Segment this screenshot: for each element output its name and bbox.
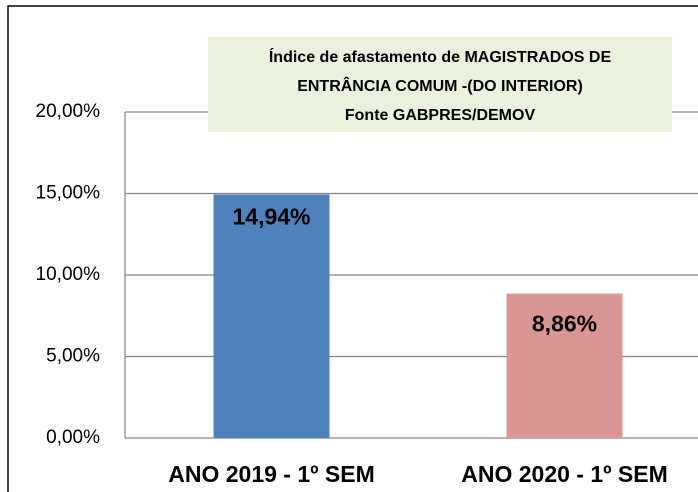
x-tick-label: ANO 2020 - 1º SEM <box>461 461 668 487</box>
chart-title: ENTRÂNCIA COMUM -(DO INTERIOR) <box>297 76 583 95</box>
title-box <box>208 37 672 132</box>
bar <box>506 293 623 438</box>
chart-title: Fonte GABPRES/DEMOV <box>345 107 536 124</box>
y-tick-label: 20,00% <box>36 101 101 122</box>
bar <box>213 194 330 438</box>
y-tick-label: 0,00% <box>46 427 100 448</box>
y-tick-label: 5,00% <box>46 346 100 367</box>
chart-title: Índice de afastamento de MAGISTRADOS DE <box>269 47 612 66</box>
y-tick-label: 10,00% <box>36 264 101 285</box>
x-tick-label: ANO 2019 - 1º SEM <box>168 461 375 487</box>
y-tick-label: 15,00% <box>36 183 101 204</box>
value-label: 14,94% <box>232 204 310 230</box>
value-label: 8,86% <box>532 311 597 337</box>
